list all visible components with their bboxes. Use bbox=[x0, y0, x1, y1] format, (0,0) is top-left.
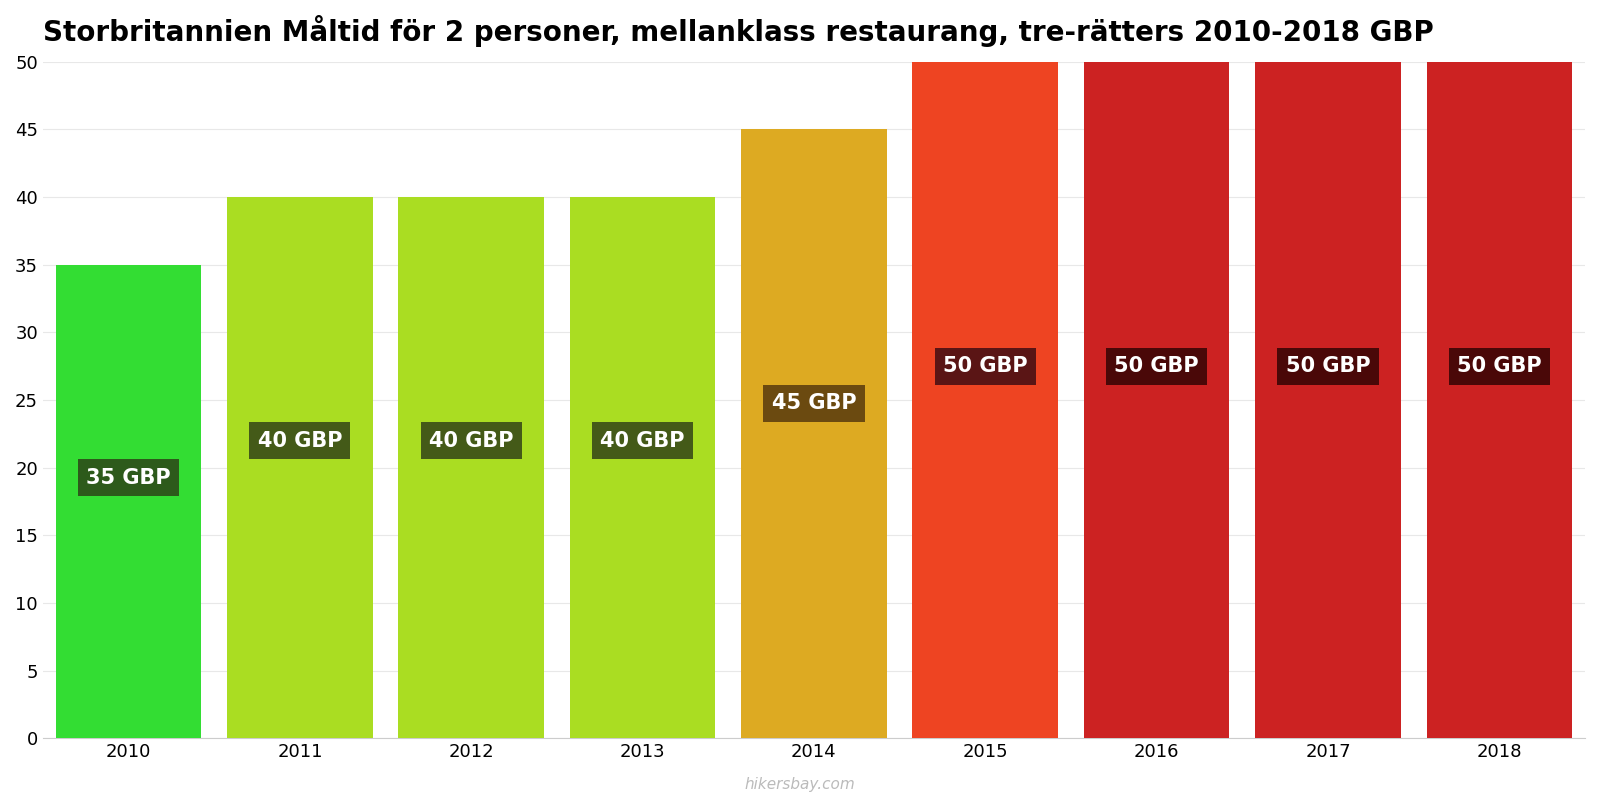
Bar bbox=[227, 197, 373, 738]
Bar bbox=[741, 130, 886, 738]
Text: 40 GBP: 40 GBP bbox=[258, 430, 342, 450]
Bar bbox=[1083, 62, 1229, 738]
Text: hikersbay.com: hikersbay.com bbox=[744, 777, 856, 792]
Bar bbox=[398, 197, 544, 738]
Text: Storbritannien Måltid för 2 personer, mellanklass restaurang, tre-rätters 2010-2: Storbritannien Måltid för 2 personer, me… bbox=[43, 15, 1434, 47]
Bar bbox=[570, 197, 715, 738]
Text: 50 GBP: 50 GBP bbox=[942, 356, 1027, 376]
Bar bbox=[1254, 62, 1402, 738]
Text: 50 GBP: 50 GBP bbox=[1458, 356, 1542, 376]
Text: 45 GBP: 45 GBP bbox=[771, 394, 856, 414]
Bar bbox=[56, 265, 202, 738]
Text: 40 GBP: 40 GBP bbox=[429, 430, 514, 450]
Text: 40 GBP: 40 GBP bbox=[600, 430, 685, 450]
Text: 35 GBP: 35 GBP bbox=[86, 468, 171, 488]
Text: 50 GBP: 50 GBP bbox=[1286, 356, 1370, 376]
Bar bbox=[912, 62, 1058, 738]
Text: 50 GBP: 50 GBP bbox=[1114, 356, 1198, 376]
Bar bbox=[1427, 62, 1573, 738]
